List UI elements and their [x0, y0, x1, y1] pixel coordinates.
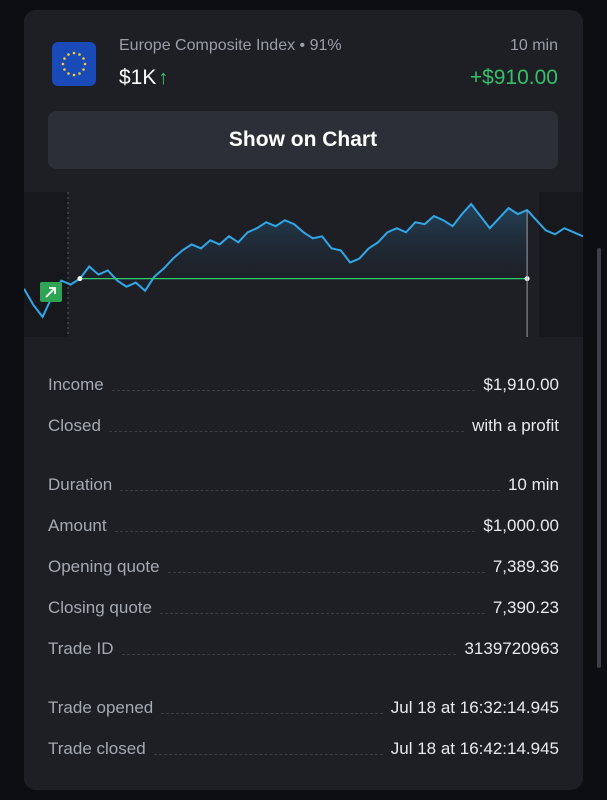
amount-short: $1K	[119, 66, 157, 89]
trade-opened-label: Trade opened	[48, 698, 154, 717]
arrow-up-right-icon	[40, 282, 62, 302]
row-divider	[114, 530, 476, 532]
trade-card: Europe Composite Index • 91% $1K ↑ 10 min…	[24, 10, 583, 790]
income-value: $1,910.00	[483, 375, 559, 394]
detail-row-income: Income $1,910.00	[48, 365, 559, 395]
show-on-chart-button[interactable]: Show on Chart	[48, 111, 558, 169]
income-label: Income	[48, 375, 104, 394]
trade-id-label: Trade ID	[48, 639, 114, 658]
trade-closed-value: Jul 18 at 16:42:14.945	[390, 739, 559, 758]
price-area	[79, 204, 528, 291]
closing-quote-value: 7,390.23	[492, 598, 559, 617]
pre-trade-zone	[24, 192, 68, 337]
trade-id-value: 3139720963	[464, 639, 559, 658]
row-divider	[167, 571, 485, 573]
detail-row-trade-opened: Trade opened Jul 18 at 16:32:14.945	[48, 688, 559, 718]
trade-opened-value: Jul 18 at 16:32:14.945	[390, 698, 559, 717]
duration-value: 10 min	[507, 475, 559, 494]
detail-row-amount: Amount $1,000.00	[48, 506, 559, 536]
row-divider	[161, 712, 383, 714]
trade-header: Europe Composite Index • 91% $1K ↑ 10 min…	[24, 10, 583, 110]
closed-label: Closed	[48, 416, 101, 435]
detail-row-closing-quote: Closing quote 7,390.23	[48, 588, 559, 618]
opening-quote-value: 7,389.36	[492, 557, 559, 576]
eu-stars-icon	[61, 51, 87, 77]
detail-row-duration: Duration 10 min	[48, 465, 559, 495]
row-divider	[108, 430, 465, 432]
duration-label: Duration	[48, 475, 113, 494]
row-divider	[111, 389, 476, 391]
trade-duration: 10 min	[509, 37, 558, 54]
row-divider	[121, 653, 457, 655]
closed-value: with a profit	[472, 416, 559, 435]
trade-closed-label: Trade closed	[48, 739, 146, 758]
detail-row-trade-id: Trade ID 3139720963	[48, 629, 559, 659]
arrow-up-icon: ↑	[158, 67, 169, 89]
closing-quote-label: Closing quote	[48, 598, 152, 617]
price-line	[24, 202, 583, 319]
row-divider	[153, 753, 383, 755]
row-divider	[159, 612, 485, 614]
asset-name: Europe Composite Index • 91%	[119, 37, 342, 54]
detail-row-closed: Closed with a profit	[48, 406, 559, 436]
row-divider	[120, 489, 500, 491]
amount-label: Amount	[48, 516, 107, 535]
scrollbar[interactable]	[597, 248, 601, 668]
detail-row-trade-closed: Trade closed Jul 18 at 16:42:14.945	[48, 729, 559, 759]
post-trade-zone	[539, 192, 583, 337]
detail-row-opening-quote: Opening quote 7,389.36	[48, 547, 559, 577]
trade-chart	[24, 192, 583, 337]
trade-amount: $1K ↑	[119, 66, 168, 90]
opening-quote-label: Opening quote	[48, 557, 160, 576]
chart-svg	[24, 192, 583, 337]
trade-profit: +$910.00	[469, 66, 558, 89]
entry-point	[77, 276, 83, 282]
amount-value: $1,000.00	[483, 516, 559, 535]
eu-flag-icon	[52, 42, 96, 86]
